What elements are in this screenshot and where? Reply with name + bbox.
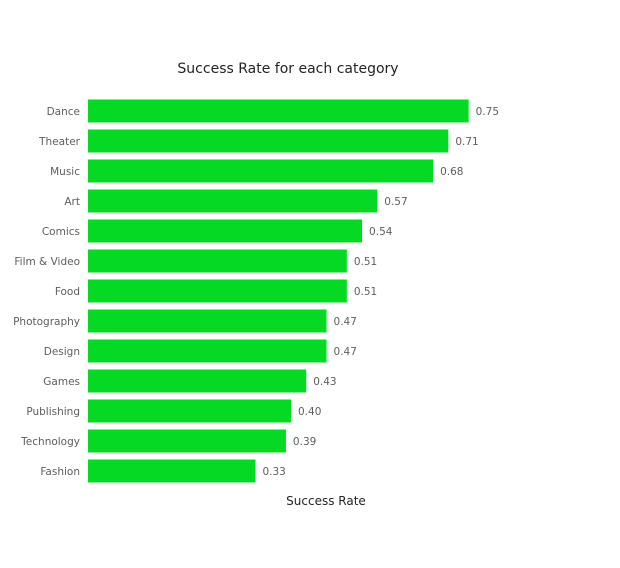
category-label: Dance [47,106,80,118]
bar[interactable] [88,399,291,423]
bar[interactable] [88,459,256,483]
x-axis-title: Success Rate [286,494,366,508]
data-label: 0.51 [354,256,377,268]
chart-title: Success Rate for each category [177,61,398,77]
data-label: 0.39 [293,436,316,448]
data-label: 0.43 [313,376,336,388]
data-label: 0.54 [369,226,393,238]
bar[interactable] [88,279,347,303]
category-label: Art [64,196,80,208]
bars-layer: Dance 0.75 Theater 0.71 Music 0.68 Art 0.57 Comi… [13,99,499,483]
data-label: 0.57 [384,196,407,208]
data-label: 0.47 [334,346,357,358]
data-label: 0.33 [262,466,285,478]
bar[interactable] [88,309,327,333]
category-label: Photography [13,316,80,328]
data-label: 0.51 [354,286,377,298]
category-label: Games [43,376,80,388]
category-label: Film & Video [14,256,80,268]
category-label: Publishing [26,406,80,418]
category-label: Music [50,166,80,178]
bar[interactable] [88,339,327,363]
category-label: Theater [38,136,81,148]
bar[interactable] [88,99,469,123]
bar[interactable] [88,369,307,393]
data-label: 0.40 [298,406,321,418]
bar[interactable] [88,219,363,243]
bar[interactable] [88,429,286,453]
bar[interactable] [88,129,449,153]
data-label: 0.75 [476,106,499,118]
category-label: Fashion [40,466,80,478]
data-label: 0.71 [455,136,478,148]
category-label: Comics [42,226,80,238]
bar[interactable] [88,189,378,213]
category-label: Food [55,286,80,298]
data-label: 0.47 [334,316,357,328]
data-label: 0.68 [440,166,463,178]
bar[interactable] [88,159,434,183]
bar[interactable] [88,249,347,273]
category-label: Design [44,346,80,358]
category-label: Technology [20,436,80,448]
